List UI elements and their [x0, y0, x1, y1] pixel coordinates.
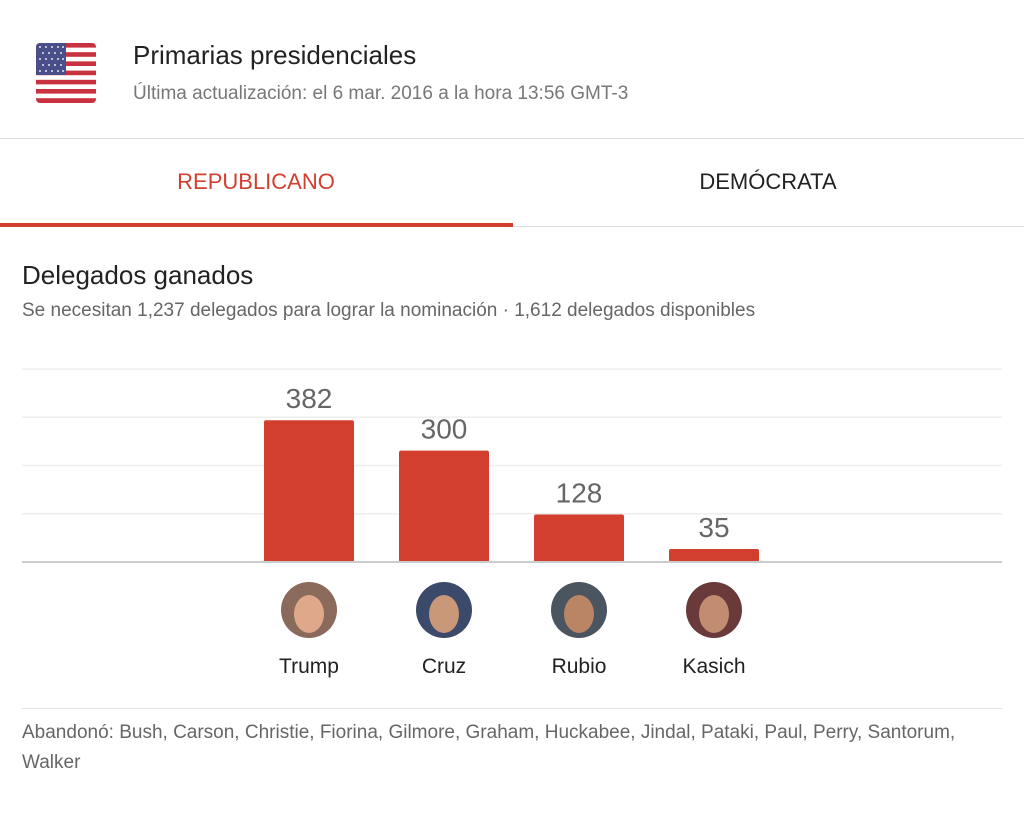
tab-democrata[interactable]: DEMÓCRATA	[699, 169, 837, 194]
bar-kasich	[669, 549, 759, 562]
category-label: Cruz	[422, 655, 466, 678]
candidate-face	[699, 595, 729, 633]
divider	[22, 708, 1002, 709]
bar-trump	[264, 420, 354, 562]
page-title: Primarias presidenciales	[133, 40, 417, 70]
bar-cruz	[399, 450, 489, 562]
us-flag-icon	[36, 43, 96, 103]
category-label: Kasich	[682, 655, 745, 678]
bar-value-label: 35	[698, 512, 729, 543]
section-title: Delegados ganados	[22, 260, 254, 290]
active-tab-indicator	[0, 223, 513, 227]
dropped-out-candidates: Abandonó: Bush, Carson, Christie, Fiorin…	[22, 722, 956, 773]
last-updated: Última actualización: el 6 mar. 2016 a l…	[133, 83, 629, 104]
delegates-bar-chart: 382 Trump 300 Cruz 128 Rubio 35 Kasich	[22, 368, 1002, 678]
divider	[0, 138, 1024, 139]
candidate-face	[429, 595, 459, 633]
category-label: Rubio	[552, 655, 607, 678]
bar-rubio	[534, 514, 624, 562]
bar-value-label: 300	[421, 414, 468, 445]
candidate-face	[294, 595, 324, 633]
category-label: Trump	[279, 655, 339, 678]
bar-value-label: 382	[286, 383, 333, 414]
candidate-face	[564, 595, 594, 633]
section-subtitle: Se necesitan 1,237 delegados para lograr…	[22, 300, 756, 321]
tab-republicano[interactable]: REPUBLICANO	[177, 169, 335, 194]
bar-value-label: 128	[556, 477, 603, 508]
